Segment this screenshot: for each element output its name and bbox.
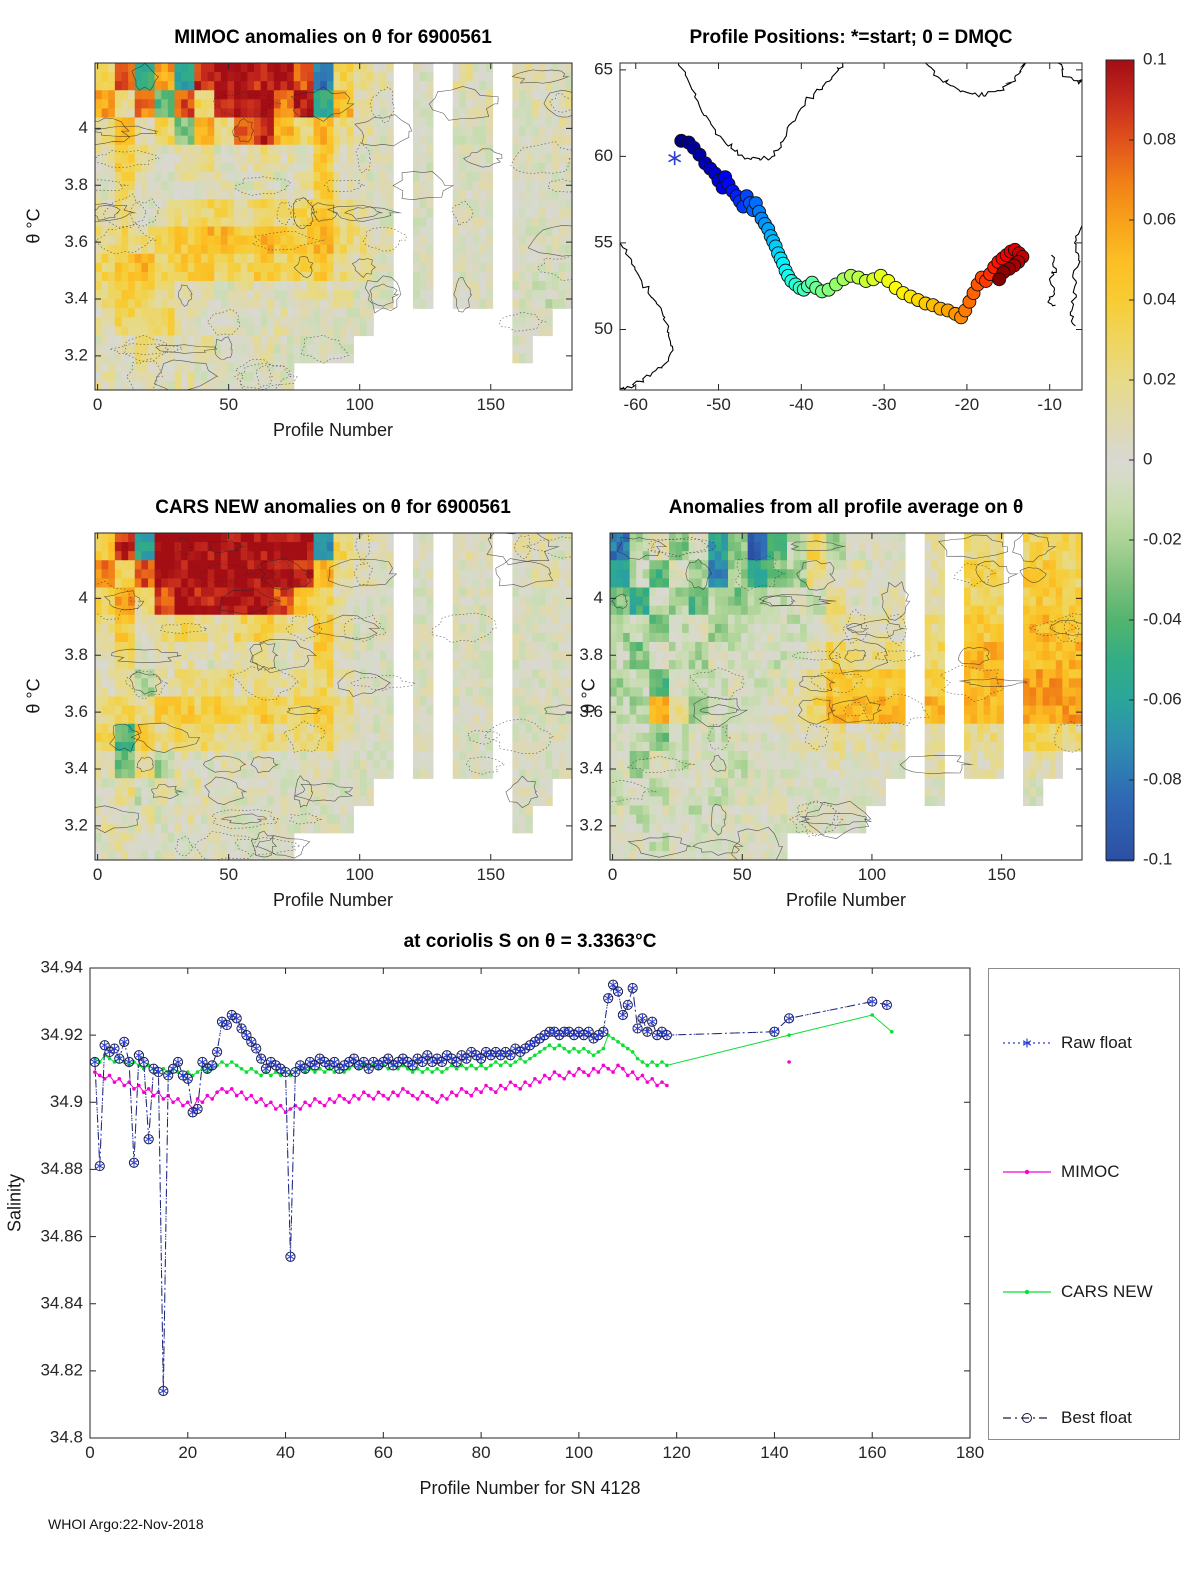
legend-sample-mimoc xyxy=(1003,1169,1051,1175)
legend-sample-raw_float xyxy=(1003,1038,1051,1048)
legend-item-cars_new: CARS NEW xyxy=(1001,1282,1153,1302)
salinity-xlabel: Profile Number for SN 4128 xyxy=(419,1478,641,1498)
cars-xlabel: Profile Number xyxy=(272,890,394,910)
cars-panel-title: CARS NEW anomalies on θ for 6900561 xyxy=(155,497,511,518)
legend-label-raw_float: Raw float xyxy=(1061,1033,1132,1052)
salinity-ylabel: Salinity xyxy=(4,1173,25,1233)
legend-box: Raw float MIMOC CARS NEW Best float xyxy=(988,968,1180,1440)
cars-ylabel: θ °C xyxy=(23,678,44,714)
map-panel-title: Profile Positions: *=start; 0 = DMQC xyxy=(689,27,1013,48)
allavg-panel-title: Anomalies from all profile average on θ xyxy=(668,497,1024,518)
salinity-panel-title: at coriolis S on θ = 3.3363°C xyxy=(403,931,657,952)
legend-item-raw_float: Raw float xyxy=(1001,1033,1132,1053)
mimoc-ylabel: θ °C xyxy=(23,208,44,244)
mimoc-xlabel: Profile Number xyxy=(272,420,394,440)
mimoc-panel-title: MIMOC anomalies on θ for 6900561 xyxy=(174,27,492,48)
legend-sample-cars_new xyxy=(1003,1289,1051,1295)
legend-sample-best_float xyxy=(1003,1413,1051,1423)
allavg-ylabel: θ °C xyxy=(578,678,599,714)
legend-item-mimoc: MIMOC xyxy=(1001,1162,1120,1182)
legend-label-cars_new: CARS NEW xyxy=(1061,1282,1153,1301)
allavg-xlabel: Profile Number xyxy=(785,890,907,910)
legend-item-best_float: Best float xyxy=(1001,1408,1132,1428)
footer-text: WHOI Argo:22-Nov-2018 xyxy=(48,1516,204,1532)
legend-label-best_float: Best float xyxy=(1061,1408,1132,1427)
legend-label-mimoc: MIMOC xyxy=(1061,1162,1120,1181)
